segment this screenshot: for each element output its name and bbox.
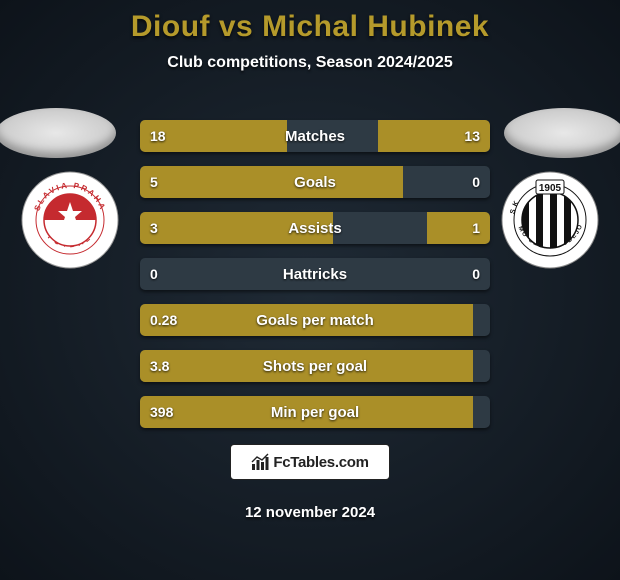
stat-row: Shots per goal3.8 [140,350,490,382]
stat-label: Goals per match [140,304,490,336]
stats-comparison: Matches1813Goals50Assists31Hattricks00Go… [140,120,490,442]
subtitle: Club competitions, Season 2024/2025 [0,54,620,72]
stat-value-left: 5 [140,166,168,198]
stat-value-left: 18 [140,120,176,152]
date-label: 12 november 2024 [0,504,620,521]
stat-label: Min per goal [140,396,490,428]
stat-value-right: 0 [462,258,490,290]
page-title: Diouf vs Michal Hubinek [0,0,620,44]
stat-label: Hattricks [140,258,490,290]
stat-label: Shots per goal [140,350,490,382]
stat-value-left: 3 [140,212,168,244]
stat-row: Min per goal398 [140,396,490,428]
stat-row: Goals5 0 [140,166,490,198]
stat-value-left: 0.28 [140,304,187,336]
club-badge-left: SLAVIA PRAHA FOTBAL [20,170,120,270]
club-badge-right: DYNAMO ČESKÉ BUDĚJOVICE SK 1905 [500,170,600,270]
stat-row: Hattricks0 0 [140,258,490,290]
stat-label: Goals [140,166,490,198]
stat-value-right [470,396,490,428]
brand-logo: FcTables.com [230,444,390,480]
stat-label: Matches [140,120,490,152]
player-silhouette-right [504,108,620,158]
stat-row: Matches18 13 [140,120,490,152]
stat-value-left: 0 [140,258,168,290]
stat-value-left: 398 [140,396,183,428]
stat-value-right: 13 [454,120,490,152]
stat-row: Assists3 1 [140,212,490,244]
stat-value-right [470,350,490,382]
stat-value-left: 3.8 [140,350,179,382]
player-silhouette-left [0,108,116,158]
stat-label: Assists [140,212,490,244]
club-right-year: 1905 [539,183,562,194]
stat-value-right: 0 [462,166,490,198]
stat-value-right [470,304,490,336]
chart-icon [251,453,269,471]
stat-row: Goals per match0.28 [140,304,490,336]
stat-value-right: 1 [462,212,490,244]
brand-text: FcTables.com [273,454,368,471]
